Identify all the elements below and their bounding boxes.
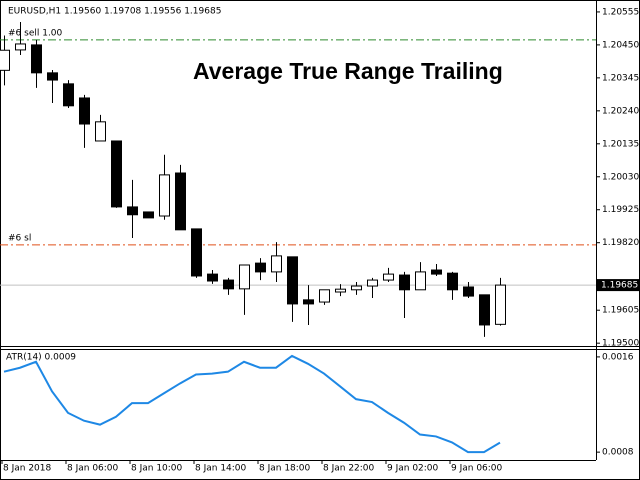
candle-body xyxy=(495,284,506,325)
y-tick-label: 1.20450 xyxy=(602,40,639,50)
y-tick-label: 1.20240 xyxy=(602,106,639,116)
atr-line xyxy=(3,354,501,454)
candle-body xyxy=(15,43,26,51)
candle-body xyxy=(0,49,10,71)
candle-body xyxy=(367,279,378,287)
candle-body xyxy=(479,294,490,326)
candle-body xyxy=(239,264,250,290)
y-tick-label: 0.0016 xyxy=(602,352,634,362)
indicator-title: ATR(14) 0.0009 xyxy=(6,353,76,363)
x-tick-label: 8 Jan 18:00 xyxy=(259,464,311,474)
chart-title: Average True Range Trailing xyxy=(193,58,503,84)
level-label: #6 sell 1.00 xyxy=(8,28,63,38)
chart-header: EURUSD,H1 1.19560 1.19708 1.19556 1.1968… xyxy=(8,7,221,17)
candle-body xyxy=(399,274,410,291)
candle-body xyxy=(447,272,458,291)
candle-body xyxy=(31,44,42,74)
candle-body xyxy=(351,285,362,291)
y-tick-label: 1.20030 xyxy=(602,172,639,182)
candle-body xyxy=(127,206,138,216)
candle-body xyxy=(47,72,58,81)
level-label: #6 sl xyxy=(8,233,31,243)
y-tick-label: 1.20555 xyxy=(602,7,639,17)
candle-body xyxy=(207,273,218,282)
price-label-box xyxy=(597,279,640,292)
candle-body xyxy=(431,269,442,275)
y-tick-label: 1.19500 xyxy=(602,339,639,349)
x-tick-label: 9 Jan 06:00 xyxy=(451,464,503,474)
candle-body xyxy=(383,273,394,281)
candle-body xyxy=(159,174,170,217)
candle-body xyxy=(271,255,282,273)
y-tick-label: 1.20135 xyxy=(602,139,639,149)
y-tick-label: 0.0008 xyxy=(602,448,634,458)
price-label: 1.19685 xyxy=(601,281,638,291)
x-tick-label: 8 Jan 2018 xyxy=(3,464,51,474)
candle-body xyxy=(463,286,474,297)
candle-body xyxy=(143,211,154,219)
x-tick-label: 9 Jan 02:00 xyxy=(387,464,439,474)
candle-body xyxy=(111,140,122,208)
candle-body xyxy=(175,172,186,231)
candle-body xyxy=(287,256,298,305)
candle-body xyxy=(95,121,106,142)
candle-body xyxy=(63,83,74,107)
candle-body xyxy=(79,97,90,125)
candle-body xyxy=(255,262,266,273)
candle-body xyxy=(191,228,202,277)
candle-body xyxy=(319,289,330,303)
x-tick-label: 8 Jan 06:00 xyxy=(67,464,119,474)
x-tick-label: 8 Jan 22:00 xyxy=(323,464,375,474)
candle-body xyxy=(303,299,314,305)
y-tick-label: 1.19925 xyxy=(602,205,639,215)
x-tick-label: 8 Jan 14:00 xyxy=(195,464,247,474)
candle-body xyxy=(415,271,426,291)
y-tick-label: 1.19820 xyxy=(602,238,639,248)
y-tick-label: 1.20345 xyxy=(602,73,639,83)
candle-body xyxy=(335,288,346,293)
y-tick-label: 1.19605 xyxy=(602,306,639,316)
candle-body xyxy=(223,279,234,290)
x-tick-label: 8 Jan 10:00 xyxy=(131,464,183,474)
